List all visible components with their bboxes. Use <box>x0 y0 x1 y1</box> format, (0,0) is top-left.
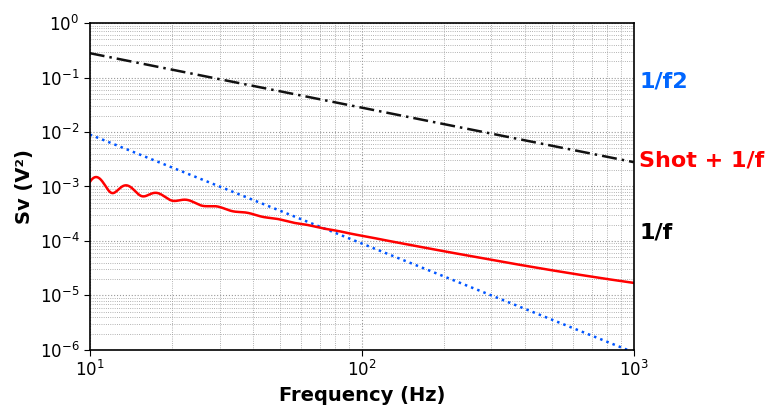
1/f2 <box>85 132 94 137</box>
1/f2 <box>179 170 189 175</box>
Text: Shot + 1/f: Shot + 1/f <box>639 150 764 171</box>
1/f2 <box>293 215 303 220</box>
Shot + 1/f <box>317 226 327 231</box>
1/f <box>560 146 569 151</box>
Shot + 1/f <box>85 180 94 185</box>
Y-axis label: Sv (V²): Sv (V²) <box>15 149 34 224</box>
1/f <box>179 70 189 75</box>
1/f2 <box>317 225 327 230</box>
1/f2 <box>619 346 628 351</box>
Shot + 1/f <box>619 279 628 284</box>
Shot + 1/f <box>294 221 303 226</box>
1/f <box>293 92 303 97</box>
Shot + 1/f <box>629 281 638 286</box>
Shot + 1/f <box>560 270 569 275</box>
1/f <box>317 97 327 102</box>
Line: Shot + 1/f: Shot + 1/f <box>90 177 633 283</box>
Shot + 1/f <box>91 175 101 180</box>
1/f <box>147 63 157 68</box>
Line: 1/f2: 1/f2 <box>90 134 633 352</box>
1/f <box>85 51 94 56</box>
Line: 1/f: 1/f <box>90 53 633 162</box>
Text: 1/f2: 1/f2 <box>639 72 688 92</box>
1/f <box>629 160 638 165</box>
X-axis label: Frequency (Hz): Frequency (Hz) <box>278 386 445 405</box>
1/f2 <box>560 322 569 327</box>
1/f <box>619 158 628 163</box>
Shot + 1/f <box>179 197 189 202</box>
Text: 1/f: 1/f <box>639 222 672 242</box>
1/f2 <box>147 157 157 162</box>
1/f2 <box>629 350 638 355</box>
Shot + 1/f <box>147 191 157 196</box>
